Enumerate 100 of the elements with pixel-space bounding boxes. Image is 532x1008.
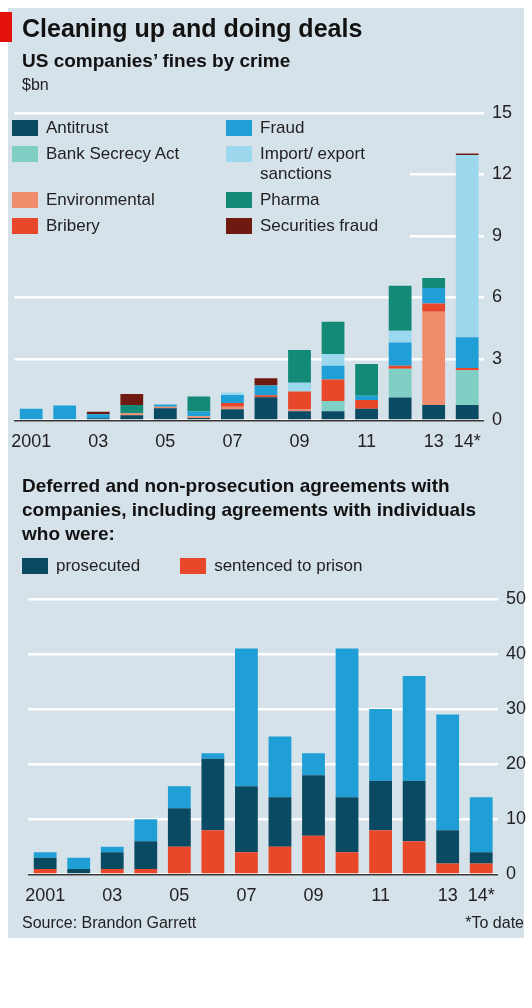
bar [167, 846, 191, 874]
x-tick-label: 2001 [11, 431, 52, 452]
bar [422, 405, 446, 420]
bar [100, 846, 124, 853]
bar [455, 370, 479, 406]
bar [436, 714, 460, 831]
bar [167, 786, 191, 809]
y-tick-label: 40 [505, 642, 527, 663]
legend-label: Bribery [46, 216, 101, 236]
x-tick-label: 09 [303, 885, 324, 906]
bar [235, 786, 258, 853]
bar [134, 841, 158, 869]
bar [86, 414, 110, 419]
bar [302, 775, 325, 836]
bar [33, 868, 57, 874]
x-tick-label: 05 [169, 885, 190, 906]
bar [469, 797, 493, 853]
x-tick-label: 07 [236, 885, 257, 906]
bar [355, 399, 378, 409]
bar [321, 379, 345, 401]
bar [335, 852, 359, 874]
bar [355, 408, 378, 420]
legend-label: Pharma [260, 190, 321, 210]
bar [167, 808, 191, 847]
legend-label: Securities fraud [260, 216, 380, 236]
x-tick-label: 13 [423, 431, 444, 452]
bar [288, 350, 311, 383]
bar [201, 753, 225, 759]
bar [388, 330, 412, 343]
y-tick-label: 50 [505, 587, 527, 608]
bar [422, 303, 446, 312]
y-tick-label: 3 [491, 347, 502, 368]
x-tick-label: 03 [102, 885, 123, 906]
y-tick-label: 9 [491, 224, 502, 245]
y-tick-label: 0 [505, 863, 516, 884]
bar [355, 364, 378, 396]
y-tick-label: 12 [491, 163, 513, 184]
bar [335, 648, 359, 798]
bar [235, 648, 258, 787]
text: *To date [465, 914, 524, 932]
bar [235, 852, 258, 874]
chart-subtitle: US companies’ fines by crime [22, 50, 292, 72]
bar [469, 852, 493, 864]
bar [455, 337, 479, 368]
y-tick-label: 30 [505, 698, 527, 719]
bar [369, 709, 392, 781]
bar [369, 830, 392, 874]
bar [302, 835, 325, 874]
bar [19, 408, 43, 420]
bar [254, 385, 278, 396]
bar [100, 868, 124, 874]
legend-label: Environmental [46, 190, 156, 210]
bar [254, 378, 278, 386]
x-tick-label: 09 [289, 431, 310, 452]
bar [321, 353, 345, 366]
bar [33, 852, 57, 858]
x-tick-label: 14* [467, 885, 495, 906]
bar [335, 797, 359, 853]
y-tick-label: 20 [505, 753, 527, 774]
bar [254, 395, 278, 398]
bar [268, 797, 292, 847]
bar [388, 285, 412, 331]
x-tick-label: 14* [453, 431, 481, 452]
bar [33, 857, 57, 869]
legend-label: Fraud [260, 118, 306, 138]
y-tick-label: 10 [505, 808, 527, 829]
y-axis-title: $bn [22, 76, 50, 94]
x-tick-label: 05 [155, 431, 176, 452]
bar [120, 393, 144, 406]
bar [268, 846, 292, 874]
y-tick-label: 15 [491, 101, 513, 122]
bar [321, 365, 345, 380]
bar [153, 408, 177, 420]
legend-label: Bank Secrecy Act [46, 144, 181, 164]
x-tick-label: 11 [371, 885, 390, 906]
bar [321, 321, 345, 354]
bar [321, 411, 345, 420]
bar [402, 841, 426, 874]
bar [455, 405, 479, 420]
bar [369, 780, 392, 831]
bar [201, 830, 225, 874]
y-tick-label: 6 [491, 286, 502, 307]
chart-title: Deferred and non-prosecution agreements with companies, including agreements with individuals who were: [22, 474, 477, 546]
bar [422, 311, 446, 406]
bar [221, 394, 244, 403]
bar [221, 402, 244, 407]
bar [254, 397, 278, 420]
x-tick-label: 03 [88, 431, 109, 452]
legend-label: sentenced to prison [214, 556, 363, 576]
source-note: Source: Brandon Garrett [22, 914, 197, 932]
bar [388, 397, 412, 420]
legend-label: Antitrust [46, 118, 110, 138]
bar [288, 391, 311, 410]
bar [288, 382, 311, 392]
y-tick-label: 0 [491, 409, 502, 430]
bar [321, 400, 345, 412]
bar [221, 409, 244, 420]
bar [67, 868, 91, 874]
bar [422, 278, 446, 288]
legend-label: Import/ export sanctions [260, 144, 366, 184]
